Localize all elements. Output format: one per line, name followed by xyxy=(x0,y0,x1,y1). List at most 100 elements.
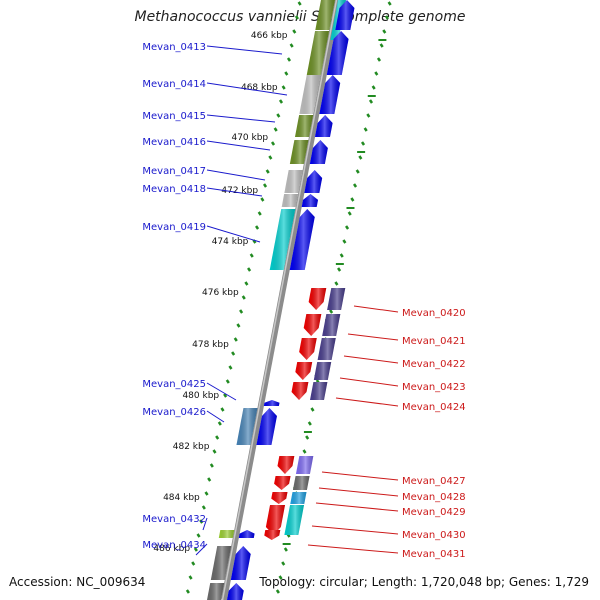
gene-reverse xyxy=(277,456,295,474)
gene-label-leader xyxy=(343,355,399,364)
tick-ring-inner-tick xyxy=(185,589,190,594)
gene-reverse-shade xyxy=(271,492,288,504)
gene-label-mevan_0427: Mevan_0427 xyxy=(402,476,466,487)
gene-label-mevan_0432: Mevan_0432 xyxy=(142,514,206,525)
gene-forward xyxy=(326,31,349,75)
tick-ring-outer-tick xyxy=(283,547,288,552)
tick-ring-outer-tick xyxy=(345,225,350,230)
gene-reverse-shade xyxy=(308,288,327,310)
cog-bar-forward xyxy=(210,546,232,580)
gene-forward xyxy=(335,0,355,30)
scale-label: 476 kbp xyxy=(202,288,239,298)
gene-label-mevan_0414: Mevan_0414 xyxy=(142,79,206,90)
cog-bar-forward xyxy=(299,75,321,114)
tick-ring-inner-tick xyxy=(191,561,196,566)
scale-labels: 466 kbp 468 kbp 470 kbp 472 kbp 474 kbp 476 k… xyxy=(153,31,287,554)
backbone-highlight xyxy=(221,0,338,600)
gene-forward-shade xyxy=(335,0,355,30)
tick-ring-outer-tick xyxy=(350,197,355,202)
tick-ring-outer-tick xyxy=(371,85,376,90)
gene-reverse-shade xyxy=(264,530,281,540)
gene-label-mevan_0434: Mevan_0434 xyxy=(142,540,206,551)
gene-label-leader xyxy=(206,82,288,96)
gene-label-leader xyxy=(307,544,399,554)
cog-bar-reverse xyxy=(327,288,346,310)
tick-ring-inner-tick xyxy=(262,183,268,188)
cog-bar-reverse-shade xyxy=(292,476,310,490)
cog-bar-forward-shade xyxy=(294,115,314,137)
gene-label-mevan_0428: Mevan_0428 xyxy=(402,492,466,503)
cog-bar-reverse-shade xyxy=(290,492,307,504)
gene-forward-shade xyxy=(289,209,315,270)
tick-ring-outer-tick xyxy=(360,141,366,146)
tick-ring-outer-tick xyxy=(342,239,347,244)
scale-label: 484 kbp xyxy=(163,493,200,503)
gene-label-mevan_0419: Mevan_0419 xyxy=(142,222,206,233)
gene-reverse-shade xyxy=(303,314,322,336)
scale-label: 480 kbp xyxy=(182,391,219,401)
scale-label: 474 kbp xyxy=(212,237,249,247)
scale-label: 466 kbp xyxy=(251,31,288,41)
gene-label-leader xyxy=(347,333,399,341)
cog-bar-forward-shade xyxy=(315,0,335,30)
tick-ring-inner-tick xyxy=(201,505,206,510)
tick-ring-outer-tick xyxy=(305,435,310,440)
gene-label-mevan_0413: Mevan_0413 xyxy=(142,42,206,53)
gene-reverse xyxy=(308,288,327,310)
tick-ring-outer-tick xyxy=(366,113,371,118)
gene-reverse xyxy=(299,338,317,360)
scale-label: 470 kbp xyxy=(231,133,268,143)
gene-reverse-shade xyxy=(291,382,309,400)
cog-bar-forward-shade xyxy=(207,583,225,600)
gene-label-leader xyxy=(206,382,237,401)
tick-ring-outer-tick xyxy=(358,155,363,160)
gene-reverse-shade xyxy=(295,362,313,380)
tick-ring-inner-tick xyxy=(255,225,260,230)
cog-bar-reverse-shade xyxy=(317,338,336,360)
gene-reverse xyxy=(274,476,291,490)
gene-forward-shade xyxy=(230,546,251,580)
cog-bar-reverse xyxy=(313,362,332,380)
gene-label-leader xyxy=(335,397,399,407)
cog-bar-forward-shade xyxy=(218,530,235,538)
cog-bar-forward-shade xyxy=(236,408,258,445)
gene-forward-shade xyxy=(304,170,323,193)
tick-ring-outer-tick xyxy=(384,15,390,20)
tick-ring-outer-tick xyxy=(339,253,344,258)
cog-bar-forward-shade xyxy=(299,75,321,114)
gene-reverse xyxy=(271,492,288,504)
gene-label-leader xyxy=(315,502,399,512)
cog-bar-forward xyxy=(281,194,299,207)
gene-label-mevan_0431: Mevan_0431 xyxy=(402,549,466,560)
gene-reverse-shade xyxy=(265,505,286,535)
tick-ring-inner-tick xyxy=(193,547,198,552)
tick-ring-outer-tick xyxy=(275,589,280,594)
tick-ring-outer-tick xyxy=(347,211,352,216)
cog-bar-forward xyxy=(284,170,303,193)
gene-label-mevan_0426: Mevan_0426 xyxy=(142,407,206,418)
gene-reverse xyxy=(291,382,309,400)
gene-label-leader xyxy=(195,543,208,556)
tick-ring-inner-tick xyxy=(244,281,249,286)
tick-rings xyxy=(185,1,392,594)
tick-ring-inner-tick xyxy=(241,295,246,300)
gene-reverse-shade xyxy=(274,476,291,490)
gene-forward-shade xyxy=(227,583,244,600)
tick-ring-outer-tick xyxy=(355,169,360,174)
tick-ring-outer-tick xyxy=(363,127,368,132)
gene-forward xyxy=(309,140,328,164)
scale-label: 478 kbp xyxy=(192,340,229,350)
cog-bar-reverse xyxy=(290,492,307,504)
gene-label-mevan_0416: Mevan_0416 xyxy=(142,137,206,148)
cog-bar-forward xyxy=(269,209,296,270)
gene-forward xyxy=(304,170,323,193)
tick-ring-inner-tick xyxy=(212,449,217,454)
tick-ring-inner-tick xyxy=(228,365,233,370)
gene-label-leader xyxy=(206,410,225,423)
gene-forward xyxy=(256,408,277,445)
tick-ring-inner-tick xyxy=(215,435,220,440)
tick-ring-inner-tick xyxy=(204,491,209,496)
gene-forward xyxy=(301,194,319,207)
cog-tracks xyxy=(207,0,346,600)
